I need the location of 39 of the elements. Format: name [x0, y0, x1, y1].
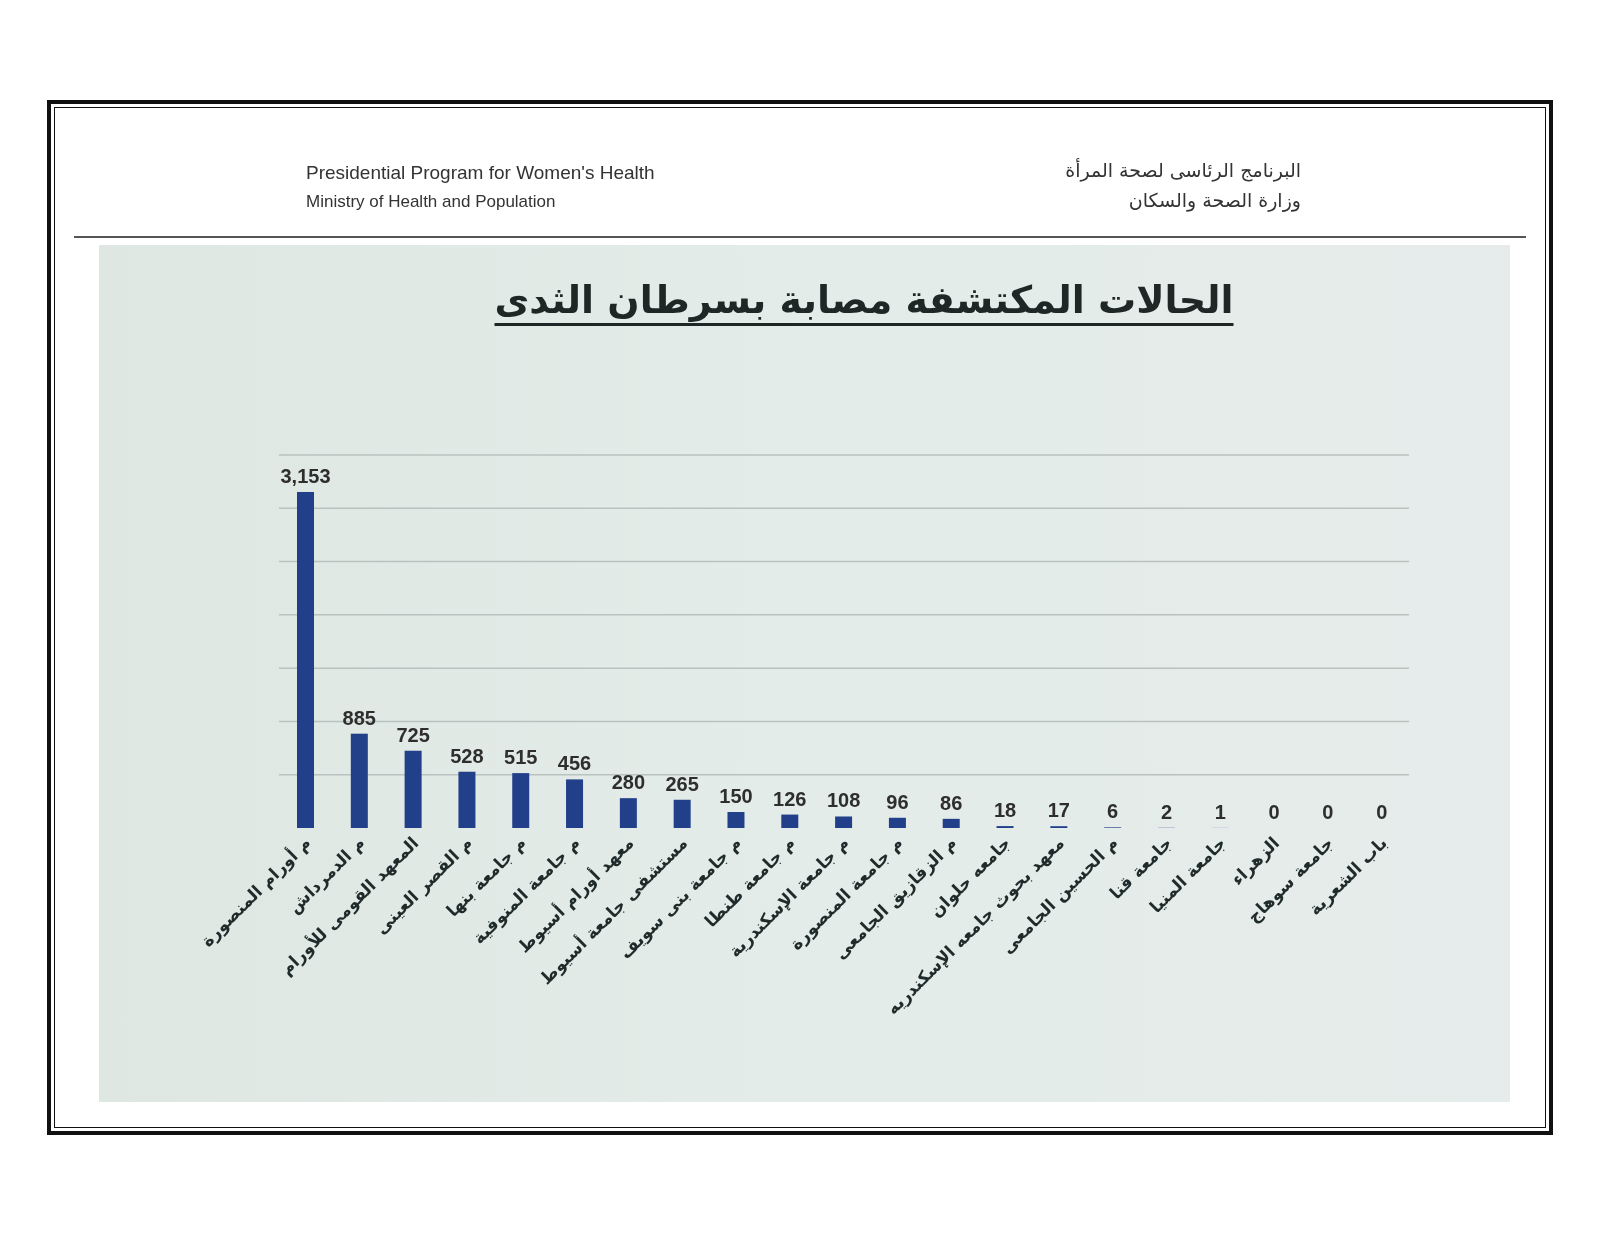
- data-label: 725: [396, 723, 430, 746]
- text: Ministry of Health and Population: [306, 191, 557, 213]
- data-label: 1: [1214, 800, 1226, 823]
- text: البرنامج الرئاسى لصحة المرأة: [1065, 157, 1301, 184]
- bar: [781, 814, 799, 828]
- data-label: 456: [557, 752, 592, 775]
- data-label: 528: [450, 744, 484, 767]
- data-label: 17: [1047, 799, 1070, 822]
- data-label: 126: [773, 787, 807, 810]
- bar: [942, 818, 960, 828]
- text: وزارة الصحة والسكان: [1127, 188, 1301, 214]
- data-label: 96: [886, 790, 909, 813]
- data-label: 3,153: [280, 464, 331, 487]
- bar: [727, 812, 745, 828]
- bar: [673, 799, 691, 828]
- data-label: 885: [342, 706, 376, 729]
- chart-title: الحالات المكتشفة مصابة بسرطان الثدى: [493, 278, 1235, 322]
- bar: [888, 817, 906, 828]
- bar: [566, 779, 584, 828]
- bar: [512, 773, 530, 828]
- data-label: 0: [1376, 801, 1388, 823]
- data-label: 2: [1160, 800, 1173, 823]
- bar: [350, 733, 368, 828]
- data-label: 515: [504, 746, 538, 769]
- bar: [458, 771, 476, 828]
- bar: [404, 750, 422, 828]
- bar: [297, 491, 314, 828]
- data-label: 150: [719, 785, 753, 808]
- text: Presidential Program for Women's Health: [306, 161, 655, 185]
- data-label: 265: [665, 772, 699, 795]
- data-label: 86: [940, 791, 963, 814]
- data-label: 18: [993, 799, 1017, 822]
- data-label: 108: [826, 789, 861, 812]
- data-label: 0: [1268, 801, 1280, 823]
- data-label: 0: [1322, 801, 1334, 823]
- bar: [619, 798, 637, 828]
- data-label: 280: [611, 771, 646, 794]
- data-label: 6: [1107, 800, 1119, 823]
- bar: [835, 816, 853, 828]
